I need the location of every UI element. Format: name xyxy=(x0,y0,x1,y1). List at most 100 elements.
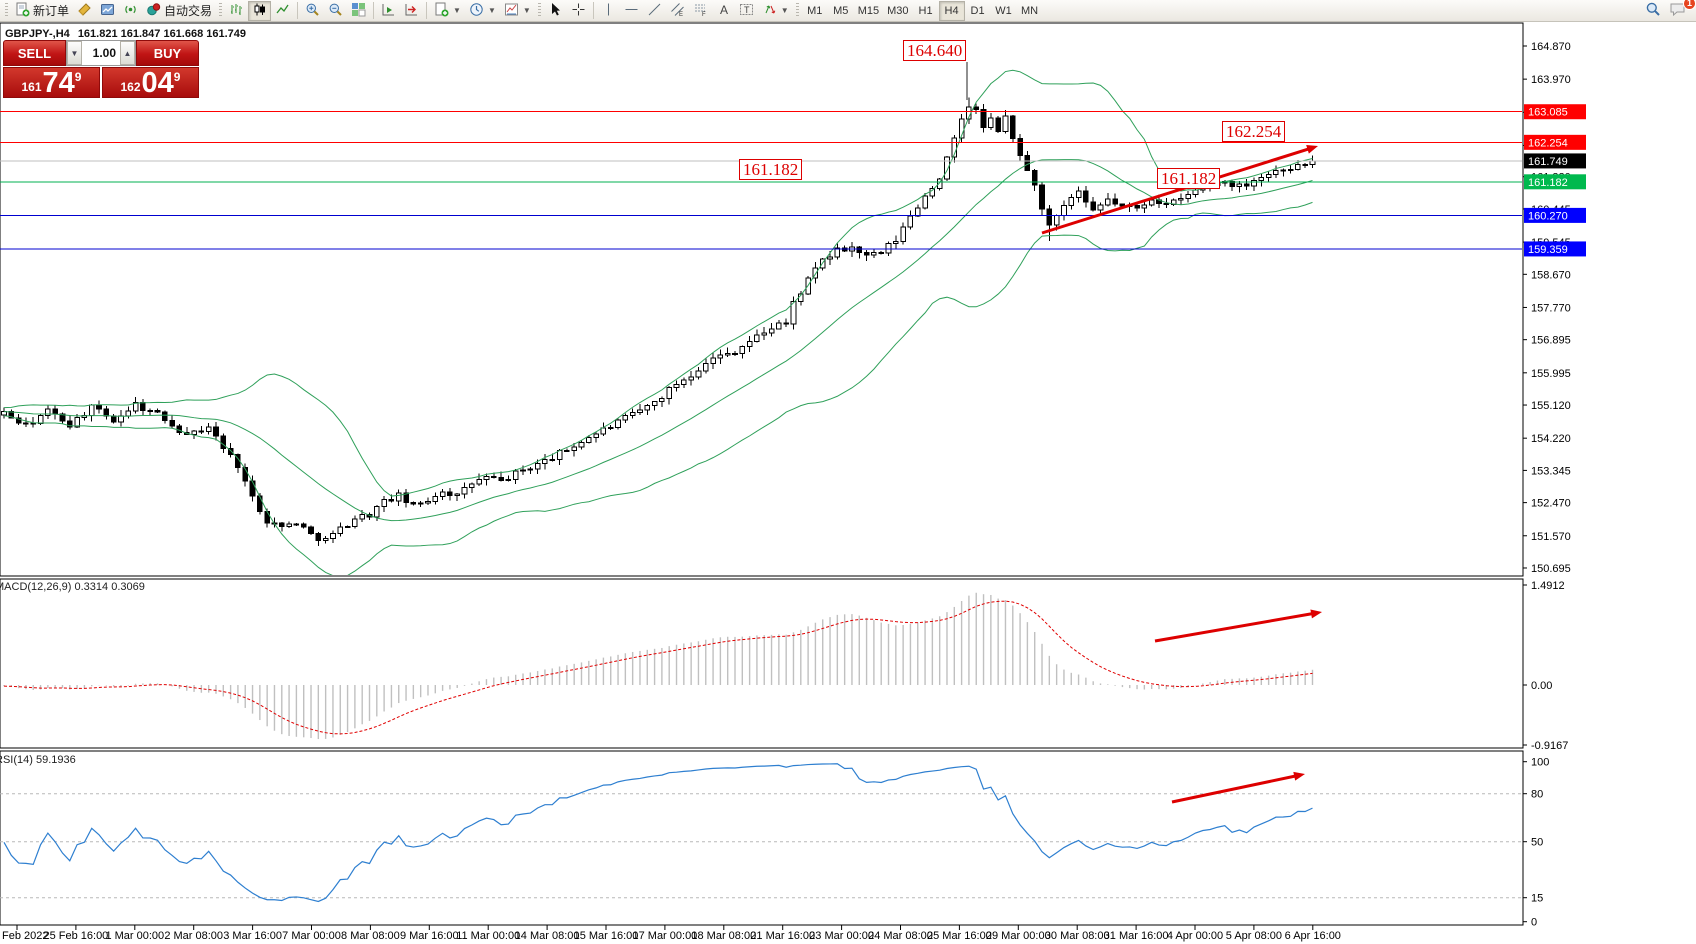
svg-text:155.120: 155.120 xyxy=(1531,400,1571,412)
rsi-value: 59.1936 xyxy=(35,754,76,766)
price-annotation[interactable]: 164.640 xyxy=(903,40,967,61)
horizontal-line-button[interactable] xyxy=(620,1,643,21)
notification-badge: 1 xyxy=(1683,0,1696,10)
sell-button[interactable]: SELL xyxy=(3,40,66,66)
chart-shift-icon xyxy=(404,2,419,20)
new-order-button[interactable]: 新订单 xyxy=(11,1,73,21)
svg-text:161.182: 161.182 xyxy=(1528,177,1568,189)
volume-increase-button[interactable]: ▲ xyxy=(120,41,135,65)
timeframe-m5-button[interactable]: M5 xyxy=(833,4,849,17)
svg-text:164.870: 164.870 xyxy=(1531,41,1571,53)
bars-chart-button[interactable] xyxy=(225,1,248,21)
toolbar-right-group: 1 xyxy=(1641,0,1696,21)
toolbar-grip[interactable] xyxy=(5,3,8,18)
chevron-down-icon: ▼ xyxy=(487,6,496,15)
timeframe-m30-button[interactable]: M30 xyxy=(887,4,909,17)
toolbar: 新订单 自动交易 ▼ ▼ ▼ E F A xyxy=(0,0,1696,22)
timeframe-h4-button[interactable]: H4 xyxy=(938,0,965,21)
svg-text:25 Mar 16:00: 25 Mar 16:00 xyxy=(927,930,992,942)
svg-text:161.749: 161.749 xyxy=(1528,156,1568,168)
svg-text:162.254: 162.254 xyxy=(1528,137,1568,149)
new-chart-button[interactable]: ▼ xyxy=(430,1,465,21)
template-icon xyxy=(504,2,519,20)
templates-button[interactable]: ▼ xyxy=(500,1,535,21)
sell-price-display[interactable]: 161 74 9 xyxy=(3,67,100,98)
svg-text:1.4912: 1.4912 xyxy=(1531,580,1565,592)
chart-shift-button[interactable] xyxy=(400,1,423,21)
chevron-down-icon: ▼ xyxy=(780,6,789,15)
timeframe-mn-button[interactable]: MN xyxy=(1020,4,1039,17)
svg-text:29 Mar 00:00: 29 Mar 00:00 xyxy=(986,930,1051,942)
toolbar-grip[interactable] xyxy=(795,3,799,18)
svg-text:80: 80 xyxy=(1531,789,1543,801)
trendline-button[interactable] xyxy=(643,1,666,21)
candlestick-chart-button[interactable] xyxy=(248,0,272,21)
timeframe-w1-button[interactable]: W1 xyxy=(995,4,1012,17)
search-button[interactable] xyxy=(1641,1,1665,21)
toolbar-grip[interactable] xyxy=(219,3,223,18)
price-annotation[interactable]: 162.254 xyxy=(1222,121,1286,142)
timeframe-h1-button[interactable]: H1 xyxy=(918,4,933,17)
signal-button[interactable] xyxy=(119,1,142,21)
signal-icon xyxy=(123,2,138,20)
svg-text:31 Mar 16:00: 31 Mar 16:00 xyxy=(1104,930,1169,942)
tile-windows-icon xyxy=(351,2,366,20)
periods-button[interactable]: ▼ xyxy=(465,1,500,21)
volume-input[interactable]: 1.00 xyxy=(92,46,116,60)
crosshair-button[interactable] xyxy=(567,1,590,21)
chat-button[interactable]: 1 xyxy=(1665,0,1696,21)
vertical-line-icon xyxy=(601,2,616,20)
autotrade-button[interactable]: 自动交易 xyxy=(142,1,216,21)
tile-windows-button[interactable] xyxy=(347,1,370,21)
svg-text:21 Mar 16:00: 21 Mar 16:00 xyxy=(750,930,815,942)
price-annotation[interactable]: 161.182 xyxy=(739,159,803,180)
svg-text:4 Apr 00:00: 4 Apr 00:00 xyxy=(1167,930,1223,942)
price-annotation[interactable]: 161.182 xyxy=(1157,168,1221,189)
timeframe-m1-button[interactable]: M1 xyxy=(807,4,823,17)
shapes-button[interactable]: ▼ xyxy=(758,1,793,21)
svg-text:2 Mar 08:00: 2 Mar 08:00 xyxy=(164,930,223,942)
zoom-in-button[interactable] xyxy=(301,1,324,21)
vertical-line-button[interactable] xyxy=(597,1,620,21)
svg-text:152.470: 152.470 xyxy=(1531,498,1571,510)
auto-scroll-button[interactable] xyxy=(377,1,400,21)
market-watch-button[interactable] xyxy=(96,1,119,21)
text-label-button[interactable]: T xyxy=(735,1,758,21)
buy-price-display[interactable]: 162 04 9 xyxy=(102,67,199,98)
chevron-down-icon: ▼ xyxy=(453,6,461,15)
ticker-button[interactable] xyxy=(73,1,96,21)
svg-text:15: 15 xyxy=(1531,893,1543,905)
channel-icon: E xyxy=(670,2,685,20)
cursor-button[interactable] xyxy=(544,1,567,21)
text-icon: A xyxy=(716,2,731,20)
fibonacci-icon: F xyxy=(693,2,708,20)
svg-text:30 Mar 08:00: 30 Mar 08:00 xyxy=(1045,930,1110,942)
svg-text:E: E xyxy=(679,12,683,17)
text-label-icon: T xyxy=(739,2,754,20)
chart-header: GBPJPY-,H4 161.821 161.847 161.668 161.74… xyxy=(5,28,246,40)
equidistant-channel-button[interactable]: E xyxy=(666,1,689,21)
line-chart-button[interactable] xyxy=(271,1,294,21)
trendline-icon xyxy=(647,2,662,20)
toolbar-separator xyxy=(373,2,375,19)
svg-text:1 Mar 00:00: 1 Mar 00:00 xyxy=(105,930,164,942)
volume-decrease-button[interactable]: ▼ xyxy=(67,41,82,65)
zoom-out-button[interactable] xyxy=(324,1,347,21)
toolbar-grip[interactable] xyxy=(537,3,541,18)
toolbar-separator xyxy=(592,2,594,19)
timeframe-d1-button[interactable]: D1 xyxy=(970,4,985,17)
svg-text:0.00: 0.00 xyxy=(1531,680,1552,692)
svg-text:150.695: 150.695 xyxy=(1531,563,1571,575)
timeframe-m15-button[interactable]: M15 xyxy=(857,4,880,17)
svg-text:157.770: 157.770 xyxy=(1531,302,1571,314)
one-click-trading-panel: SELL ▼ 1.00 ▲ BUY 161 74 9 162 04 9 xyxy=(3,40,199,98)
fibonacci-button[interactable]: F xyxy=(689,1,712,21)
auto-scroll-icon xyxy=(381,2,396,20)
chart-symbol-title: GBPJPY-,H4 xyxy=(5,28,70,40)
shapes-icon xyxy=(762,2,777,20)
svg-text:24 Mar 08:00: 24 Mar 08:00 xyxy=(868,930,933,942)
text-button[interactable]: A xyxy=(712,1,735,21)
buy-button[interactable]: BUY xyxy=(136,40,199,66)
